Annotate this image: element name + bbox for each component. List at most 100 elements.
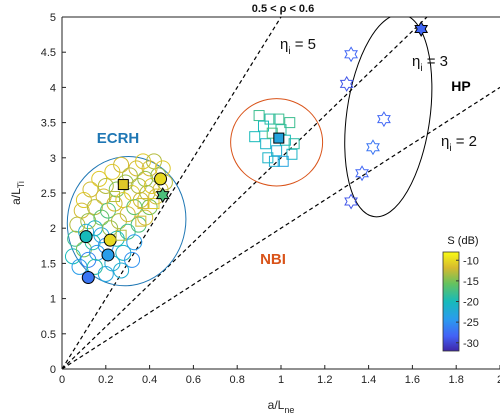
eta-reference-line bbox=[62, 17, 282, 369]
group-label: NBI bbox=[260, 251, 286, 268]
eta-label: ηi = 2 bbox=[441, 133, 477, 154]
y-axis-title-sub: Ti bbox=[16, 181, 26, 188]
x-tick-label: 1.8 bbox=[449, 374, 464, 386]
colorbar-tick-label: -30 bbox=[463, 338, 479, 350]
eta-subscript: i bbox=[288, 46, 290, 57]
circle-point-highlight bbox=[101, 248, 115, 262]
x-tick-label: 1.6 bbox=[405, 374, 420, 386]
star-point-highlight bbox=[414, 20, 429, 37]
square-point bbox=[135, 215, 147, 227]
circle-point bbox=[86, 199, 103, 216]
y-tick-label: 0 bbox=[50, 364, 56, 376]
x-tick-label: 0.2 bbox=[98, 374, 113, 386]
eta-symbol: η bbox=[412, 53, 420, 70]
square-point bbox=[277, 155, 289, 167]
group-label: ECRH bbox=[97, 130, 140, 147]
square-point bbox=[264, 113, 276, 125]
x-axis-title: a/Lne bbox=[268, 398, 295, 415]
eta-subscript: i bbox=[449, 143, 451, 154]
y-tick-label: 2.5 bbox=[41, 188, 56, 200]
colorbar-tick-label: -10 bbox=[463, 255, 479, 267]
star-point bbox=[344, 46, 359, 63]
star-point bbox=[377, 111, 391, 128]
eta-reference-line bbox=[62, 17, 428, 369]
colorbar-tick-label: -25 bbox=[463, 317, 479, 329]
x-tick-label: 1 bbox=[278, 374, 284, 386]
group-ellipse bbox=[66, 156, 187, 287]
circle-point bbox=[137, 209, 154, 226]
x-tick-label: 1.2 bbox=[317, 374, 332, 386]
colorbar: S (dB) -10 -15 -20 -25 -30 bbox=[442, 235, 479, 352]
square-point bbox=[253, 110, 265, 122]
square-point bbox=[262, 152, 274, 164]
eta-label: ηi = 3 bbox=[412, 53, 448, 74]
eta-label: ηi = 5 bbox=[280, 36, 316, 57]
group-ellipse bbox=[230, 98, 324, 187]
circle-point bbox=[113, 262, 130, 279]
x-tick-label: 0 bbox=[59, 374, 65, 386]
colorbar-tick-label: -15 bbox=[463, 276, 479, 288]
square-point-highlight bbox=[273, 132, 285, 144]
circle-point bbox=[126, 234, 143, 251]
axis-ticks: 0 0.2 0.4 0.6 0.8 1 1.2 1.4 1.6 1.8 2 0 0.5 1 1.5 2 2.5 3… bbox=[41, 12, 500, 386]
circle-point-highlight bbox=[103, 233, 117, 247]
eta-subscript: i bbox=[420, 63, 422, 74]
y-tick-label: 0.5 bbox=[41, 329, 56, 341]
square-point bbox=[273, 113, 285, 125]
star-point bbox=[344, 193, 359, 210]
group-ellipse bbox=[344, 17, 433, 218]
y-tick-label: 3 bbox=[50, 153, 56, 165]
square-point bbox=[288, 138, 300, 150]
y-tick-label: 3.5 bbox=[41, 118, 56, 130]
square-point bbox=[260, 138, 272, 150]
x-tick-label: 0.4 bbox=[142, 374, 157, 386]
y-tick-label: 5 bbox=[50, 12, 56, 24]
circle-point bbox=[82, 181, 99, 198]
star-point-highlight bbox=[155, 187, 170, 204]
x-tick-label: 1.4 bbox=[361, 374, 376, 386]
star-point bbox=[355, 165, 369, 182]
group-ellipses bbox=[66, 17, 433, 287]
circle-point-highlight bbox=[81, 270, 95, 284]
group-label: HP bbox=[451, 78, 470, 94]
square-point-highlight bbox=[117, 179, 129, 191]
square-point bbox=[137, 198, 149, 210]
square-point bbox=[271, 145, 283, 157]
eta-value: = 2 bbox=[452, 133, 477, 150]
y-axis-title-main: a/L bbox=[9, 188, 23, 205]
eta-symbol: η bbox=[441, 133, 449, 150]
eta-reference-line bbox=[62, 86, 500, 369]
y-tick-label: 4 bbox=[50, 82, 56, 94]
data-markers bbox=[64, 20, 429, 284]
colorbar-title: S (dB) bbox=[447, 235, 478, 247]
y-tick-label: 1 bbox=[50, 294, 56, 306]
circle-point bbox=[119, 223, 136, 240]
circle-point-highlight bbox=[154, 172, 168, 186]
x-axis-title-main: a/L bbox=[268, 398, 285, 412]
colorbar-tick-label: -20 bbox=[463, 297, 479, 309]
eta-value: = 5 bbox=[291, 36, 316, 53]
square-point bbox=[257, 120, 269, 132]
eta-value: = 3 bbox=[423, 53, 448, 70]
circle-point bbox=[124, 251, 141, 268]
square-point bbox=[148, 198, 160, 210]
circle-point bbox=[95, 188, 112, 205]
chart-title: 0.5 < ρ < 0.6 bbox=[252, 3, 314, 15]
x-tick-label: 0.6 bbox=[186, 374, 201, 386]
square-point bbox=[109, 191, 121, 203]
circle-point bbox=[106, 195, 123, 212]
y-tick-label: 4.5 bbox=[41, 47, 56, 59]
square-point bbox=[249, 131, 261, 143]
circle-point bbox=[97, 265, 114, 282]
circle-point bbox=[97, 177, 114, 194]
square-point bbox=[284, 117, 296, 129]
y-axis-title: a/LTi bbox=[9, 181, 26, 205]
square-point bbox=[115, 229, 127, 241]
circle-point bbox=[86, 258, 103, 275]
x-tick-label: 0.8 bbox=[230, 374, 245, 386]
star-point bbox=[339, 75, 354, 92]
circle-point bbox=[75, 192, 92, 209]
